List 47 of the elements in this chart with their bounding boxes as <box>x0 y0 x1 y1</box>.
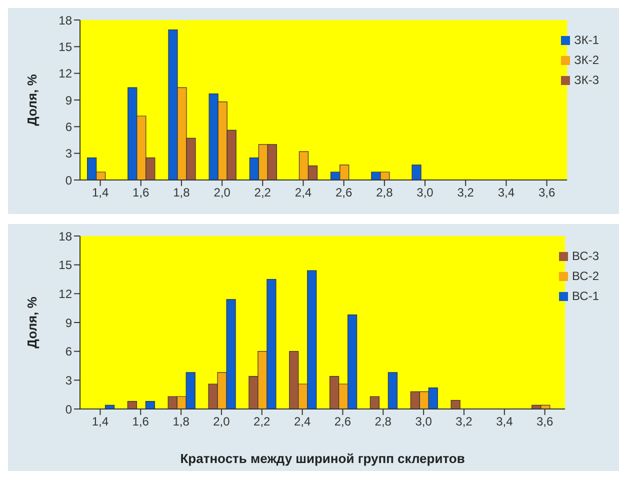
x-tick-label: 1,4 <box>92 186 109 200</box>
legend-label: ЗК-1 <box>574 33 599 47</box>
x-tick-label: 2,4 <box>294 186 312 200</box>
x-tick-label: 1,8 <box>172 414 190 429</box>
x-tick-label: 3,4 <box>498 186 515 200</box>
y-tick-label: 18 <box>58 229 72 244</box>
x-tick-label: 1,4 <box>92 414 109 429</box>
x-tick-label: 2,2 <box>254 186 272 200</box>
y-tick-label: 9 <box>65 93 72 108</box>
x-tick-label: 3,0 <box>415 414 432 429</box>
x-tick-label: 2,0 <box>213 414 230 429</box>
x-tick-label: 2,4 <box>294 414 311 429</box>
legend-label: ВС-3 <box>572 249 599 263</box>
x-tick-label: 3,0 <box>416 186 434 200</box>
y-tick-label: 3 <box>65 146 72 161</box>
x-tick-label: 2,6 <box>335 186 352 200</box>
y-axis-title: Доля, % <box>24 296 40 348</box>
y-tick-label: 12 <box>58 286 72 301</box>
x-tick-label: 3,2 <box>457 186 474 200</box>
legend-label: ВС-1 <box>572 289 599 303</box>
x-tick-label: 3,4 <box>496 414 514 429</box>
x-tick-label: 2,8 <box>374 414 392 429</box>
y-tick-label: 9 <box>65 316 72 330</box>
legend-label: ВС-2 <box>572 269 599 283</box>
y-tick-label: 6 <box>65 344 72 359</box>
x-tick-label: 3,6 <box>538 186 556 200</box>
y-axis-title: Доля, % <box>24 74 40 126</box>
x-tick-label: 3,6 <box>536 414 554 429</box>
x-tick-label: 1,8 <box>173 186 190 200</box>
x-tick-label: 1,6 <box>132 186 150 200</box>
x-tick-label: 2,2 <box>254 414 271 429</box>
x-tick-label: 2,8 <box>376 186 394 200</box>
legend-label: ЗК-2 <box>574 53 599 67</box>
y-tick-label: 15 <box>58 258 72 272</box>
x-tick-label: 3,2 <box>456 414 473 429</box>
y-tick-label: 0 <box>65 173 72 188</box>
x-tick-label: 2,6 <box>334 414 352 429</box>
y-tick-label: 3 <box>65 373 72 388</box>
y-tick-label: 0 <box>65 402 72 416</box>
y-tick-label: 15 <box>58 40 72 54</box>
x-tick-label: 2,0 <box>214 186 231 200</box>
x-axis-title: Кратность между шириной групп склеритов <box>180 451 465 466</box>
legend-label: ЗК-3 <box>574 73 599 87</box>
y-tick-label: 6 <box>65 120 72 134</box>
y-tick-label: 12 <box>58 66 72 81</box>
x-tick-label: 1,6 <box>132 414 150 429</box>
y-tick-label: 18 <box>58 13 72 28</box>
